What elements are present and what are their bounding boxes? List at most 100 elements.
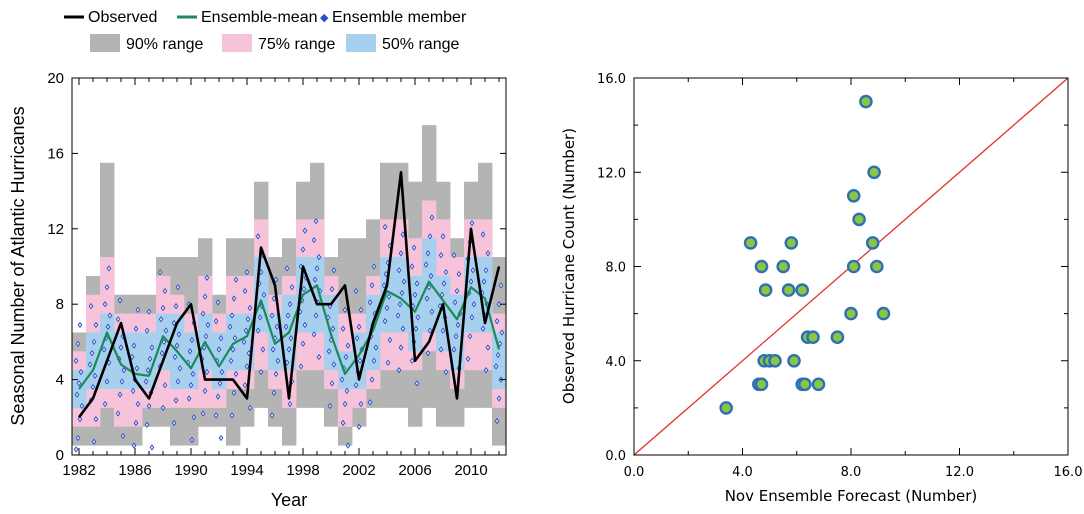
x-tick-label: 1982	[62, 462, 95, 479]
ensemble-member-marker	[227, 323, 233, 330]
ensemble-member-marker	[87, 361, 93, 368]
ensemble-member-marker	[74, 391, 80, 398]
ensemble-member-marker	[471, 301, 477, 308]
ensemble-member-marker	[174, 342, 180, 349]
ensemble-member-marker	[104, 378, 110, 385]
y-tick-label: 20	[47, 70, 64, 87]
ensemble-member-marker	[270, 346, 276, 353]
ensemble-member-marker	[255, 233, 261, 240]
ensemble-member-marker	[443, 368, 449, 376]
ensemble-member-marker	[498, 282, 504, 289]
ensemble-member-marker	[149, 444, 155, 451]
range-50-band	[492, 332, 507, 390]
range-50-band	[114, 332, 129, 390]
ensemble-member-marker	[302, 227, 308, 234]
scatter-point	[876, 306, 891, 321]
scatter-point	[846, 259, 861, 274]
ensemble-member-marker	[190, 370, 196, 378]
ensemble-member-marker	[414, 380, 420, 387]
ensemble-member-marker	[101, 346, 107, 353]
ensemble-member-marker	[105, 323, 111, 330]
ensemble-member-marker	[301, 285, 307, 293]
ensemble-member-marker	[384, 304, 390, 312]
ensemble-member-marker	[247, 304, 253, 312]
ensemble-member-marker	[107, 312, 113, 319]
ensemble-member-marker	[247, 404, 253, 412]
ensemble-member-marker	[425, 350, 431, 357]
ensemble-member-marker	[311, 331, 317, 338]
ensemble-member-marker	[230, 346, 236, 353]
ensemble-member-marker	[118, 344, 124, 351]
ensemble-member-marker	[429, 308, 435, 315]
ensemble-member-marker	[427, 233, 433, 240]
ensemble-member-marker	[367, 299, 373, 306]
x-tick-label: 1998	[286, 462, 319, 479]
ensemble-member-marker	[144, 421, 150, 428]
ensemble-member-marker	[75, 340, 81, 347]
x-tick-label: 4.0	[732, 465, 753, 480]
ensemble-member-marker	[312, 276, 318, 283]
ensemble-member-marker	[467, 333, 473, 340]
ensemble-member-marker	[135, 400, 141, 408]
ensemble-member-marker	[496, 395, 502, 402]
ensemble-member-marker	[144, 327, 150, 334]
ensemble-member-marker	[245, 316, 251, 323]
ensemble-member-marker	[271, 389, 277, 396]
legend-50-range-swatch	[346, 34, 376, 52]
ensemble-member-marker	[91, 338, 97, 346]
ensemble-member-marker	[440, 327, 446, 334]
ensemble-member-marker	[135, 306, 141, 314]
ensemble-member-marker	[255, 327, 261, 334]
ensemble-member-marker	[316, 353, 322, 361]
ensemble-member-marker	[89, 350, 95, 357]
ensemble-member-marker	[228, 357, 234, 364]
ensemble-member-marker	[357, 357, 363, 364]
ensemble-member-marker	[371, 357, 377, 364]
scatter-point	[781, 283, 796, 297]
ensemble-member-marker	[440, 233, 446, 240]
ensemble-member-marker	[316, 253, 322, 261]
x-tick-label: 1990	[174, 462, 207, 479]
ensemble-member-marker	[480, 325, 486, 332]
ensemble-member-marker	[275, 357, 281, 364]
ensemble-member-marker	[146, 308, 152, 315]
ensemble-member-marker	[443, 269, 449, 276]
x-tick-label: 0.0	[624, 465, 645, 480]
ensemble-member-marker	[429, 214, 435, 221]
scatter-y-axis-label: Observed Hurricane Count (Number)	[560, 128, 578, 404]
ensemble-member-marker	[104, 284, 110, 291]
ensemble-member-marker	[242, 382, 248, 389]
ensemble-member-marker	[398, 344, 404, 351]
ensemble-member-marker	[330, 325, 336, 332]
ensemble-member-marker	[102, 400, 108, 408]
y-tick-label: 12	[47, 221, 64, 238]
y-tick-label: 16.0	[597, 72, 626, 87]
ensemble-member-marker	[428, 272, 434, 280]
ensemble-member-marker	[133, 325, 139, 332]
timeseries-y-axis-label: Seasonal Number of Atlantic Hurricanes	[8, 106, 28, 425]
ensemble-member-marker	[88, 302, 94, 310]
ensemble-member-marker	[356, 423, 362, 430]
scatter-point	[795, 283, 810, 297]
ensemble-member-marker	[354, 334, 360, 342]
ensemble-member-marker	[242, 287, 248, 295]
ensemble-member-marker	[90, 383, 96, 391]
ensemble-member-marker	[340, 419, 346, 427]
ensemble-member-marker	[358, 306, 364, 314]
ensemble-member-marker	[300, 246, 306, 253]
ensemble-member-marker	[244, 269, 250, 276]
scatter-point	[743, 236, 758, 250]
scatter-point	[754, 259, 769, 274]
ensemble-member-marker	[353, 287, 359, 295]
ensemble-member-marker	[159, 350, 165, 357]
ensemble-member-marker	[339, 376, 345, 383]
ensemble-member-marker	[175, 284, 181, 291]
y-tick-label: 4.0	[605, 355, 626, 370]
ensemble-member-marker	[202, 387, 208, 395]
ensemble-member-marker	[129, 353, 135, 361]
range-50-band	[184, 332, 199, 390]
scatter-point	[865, 236, 880, 250]
ensemble-member-marker	[345, 342, 351, 349]
ensemble-member-marker	[494, 417, 500, 425]
